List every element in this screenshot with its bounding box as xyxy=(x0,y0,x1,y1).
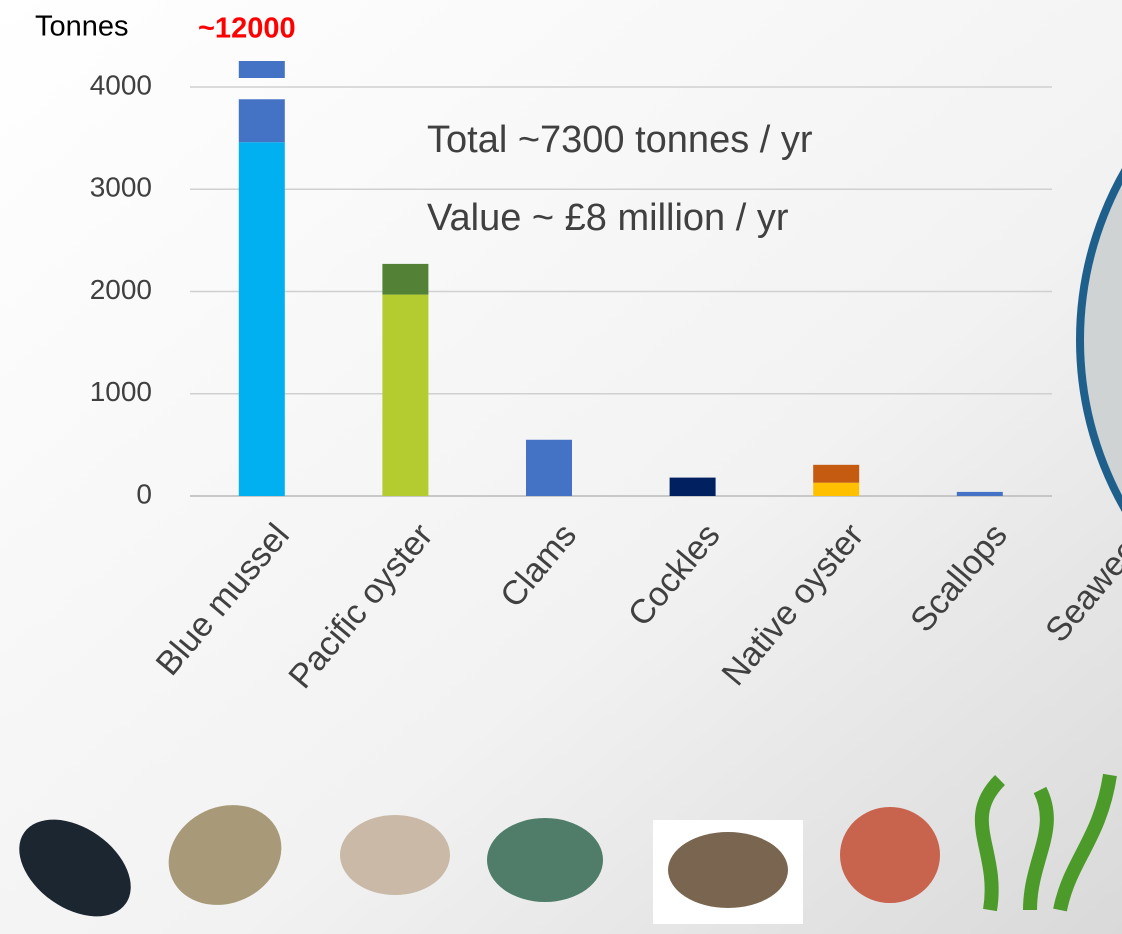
bar-segment xyxy=(526,440,572,496)
scallop-icon xyxy=(840,807,940,903)
bar-segment xyxy=(957,492,1003,496)
bar-segment xyxy=(670,478,716,496)
y-tick-label: 2000 xyxy=(90,274,152,305)
bar-segment xyxy=(239,99,285,142)
page: {"chart_data": {"type": "bar", "y_label"… xyxy=(0,0,1122,934)
cockle-icon xyxy=(487,818,603,902)
annotation: Value ~ £8 million / yr xyxy=(427,197,789,239)
bar-segment xyxy=(813,483,859,496)
y-axis-title: Tonnes xyxy=(35,11,129,43)
y-tick-label: 0 xyxy=(136,478,152,509)
top-value-note: ~12000 xyxy=(198,13,296,45)
native-oyster-icon xyxy=(668,832,788,908)
bar-segment xyxy=(382,264,428,295)
clam-icon xyxy=(340,815,450,895)
chart: Tonnes ~12000 Total ~7300 tonnes / yr Va… xyxy=(0,0,1122,934)
annotation: Total ~7300 tonnes / yr xyxy=(427,119,813,161)
y-tick-label: 1000 xyxy=(90,376,152,407)
axis-break-cap xyxy=(239,61,285,78)
y-tick-label: 4000 xyxy=(90,69,152,100)
y-tick-label: 3000 xyxy=(90,172,152,203)
bar-segment xyxy=(813,465,859,483)
bar-segment xyxy=(239,142,285,496)
bar-segment xyxy=(382,295,428,496)
